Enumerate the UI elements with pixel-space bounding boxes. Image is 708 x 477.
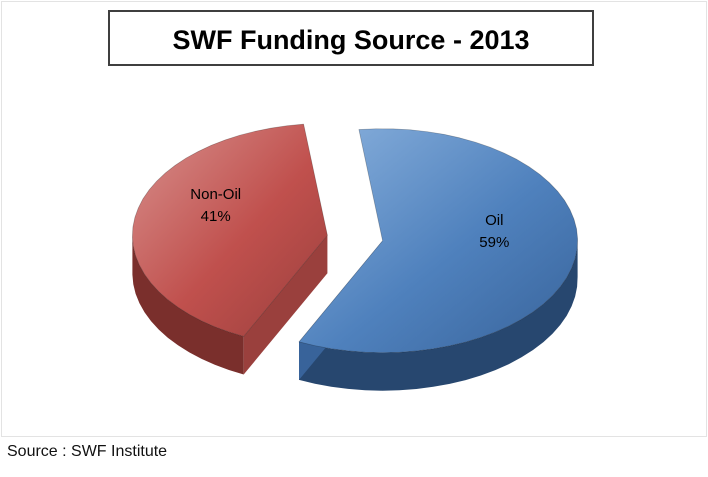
slice-value-label: 59%: [479, 234, 509, 251]
chart-title: SWF Funding Source - 2013: [108, 10, 594, 66]
slice-category-label: Non-Oil: [190, 186, 241, 203]
pie-slice-face: [132, 123, 328, 337]
pie-slice-face: [132, 236, 244, 375]
slice-category-label: Oil: [485, 212, 503, 229]
slice-value-label: 41%: [201, 208, 231, 225]
pie-slice-face: [299, 238, 578, 391]
pie-slice-oil: Oil 59%: [298, 128, 578, 391]
pie-slice-face: [243, 235, 328, 375]
source-note: Source : SWF Institute: [7, 443, 168, 460]
pie-slice-face: [298, 128, 578, 354]
pie-slice-non-oil: Non-Oil 41%: [132, 123, 328, 375]
